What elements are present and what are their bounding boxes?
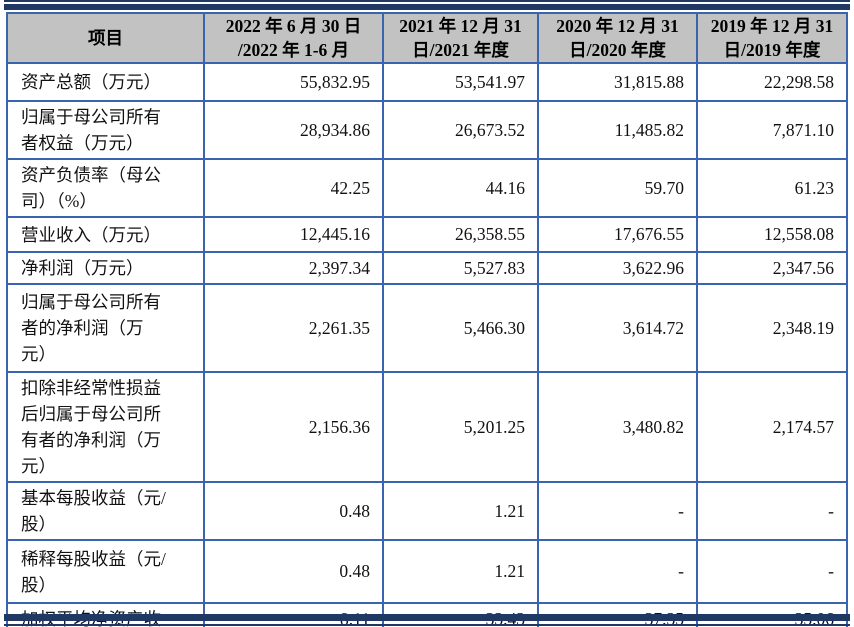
value-cell: 22,298.58 [696,62,848,102]
value-cell: 5,527.83 [382,251,539,285]
value-cell: 55,832.95 [203,62,384,102]
value-cell: 61.23 [696,158,848,218]
row-label: 基本每股收益（元/ 股） [6,481,205,541]
table-row: 资产负债率（母公 司）（%） 42.25 44.16 59.70 61.23 [6,158,848,218]
value-cell: - [696,539,848,604]
table-row: 稀释每股收益（元/ 股） 0.48 1.21 - - [6,539,848,604]
financial-summary-table-grid: 项目 2022 年 6 月 30 日 /2022 年 1-6 月 2021 年 … [6,12,848,627]
column-header-item: 项目 [6,12,205,64]
column-header-2020: 2020 年 12 月 31 日/2020 年度 [537,12,698,64]
value-cell: 53,541.97 [382,62,539,102]
row-label: 归属于母公司所有 者权益（万元） [6,100,205,160]
row-label: 净利润（万元） [6,251,205,285]
row-label: 资产负债率（母公 司）（%） [6,158,205,218]
value-cell: - [696,481,848,541]
table-row: 营业收入（万元） 12,445.16 26,358.55 17,676.55 1… [6,216,848,253]
value-cell: - [537,481,698,541]
row-label: 营业收入（万元） [6,216,205,253]
value-cell: 3,614.72 [537,283,698,373]
value-cell: 2,261.35 [203,283,384,373]
table-row: 归属于母公司所有 者权益（万元） 28,934.86 26,673.52 11,… [6,100,848,160]
value-cell: 2,347.56 [696,251,848,285]
top-rule-thin [4,0,850,2]
value-cell: 5,201.25 [382,371,539,483]
column-header-2019: 2019 年 12 月 31 日/2019 年度 [696,12,848,64]
column-header-2022h1: 2022 年 6 月 30 日 /2022 年 1-6 月 [203,12,384,64]
value-cell: 5,466.30 [382,283,539,373]
value-cell: 3,622.96 [537,251,698,285]
value-cell: 11,485.82 [537,100,698,160]
value-cell: 2,174.57 [696,371,848,483]
bottom-rule-thick [4,614,850,621]
value-cell: 1.21 [382,481,539,541]
row-label: 扣除非经常性损益 后归属于母公司所 有者的净利润（万 元） [6,371,205,483]
value-cell: 0.48 [203,539,384,604]
value-cell: 2,348.19 [696,283,848,373]
value-cell: 31,815.88 [537,62,698,102]
value-cell: 1.21 [382,539,539,604]
row-label: 资产总额（万元） [6,62,205,102]
value-cell: - [537,539,698,604]
row-label: 归属于母公司所有 者的净利润（万 元） [6,283,205,373]
value-cell: 28,934.86 [203,100,384,160]
header-row: 项目 2022 年 6 月 30 日 /2022 年 1-6 月 2021 年 … [6,12,848,64]
financial-summary-table: 项目 2022 年 6 月 30 日 /2022 年 1-6 月 2021 年 … [6,12,848,627]
value-cell: 59.70 [537,158,698,218]
value-cell: 17,676.55 [537,216,698,253]
value-cell: 0.48 [203,481,384,541]
value-cell: 12,558.08 [696,216,848,253]
table-row: 基本每股收益（元/ 股） 0.48 1.21 - - [6,481,848,541]
value-cell: 12,445.16 [203,216,384,253]
value-cell: 42.25 [203,158,384,218]
table-row: 资产总额（万元） 55,832.95 53,541.97 31,815.88 2… [6,62,848,102]
value-cell: 26,673.52 [382,100,539,160]
table-row: 扣除非经常性损益 后归属于母公司所 有者的净利润（万 元） 2,156.36 5… [6,371,848,483]
top-rule-thick [4,4,850,10]
bottom-rule-thin [4,624,850,626]
value-cell: 3,480.82 [537,371,698,483]
value-cell: 44.16 [382,158,539,218]
value-cell: 7,871.10 [696,100,848,160]
table-row: 归属于母公司所有 者的净利润（万 元） 2,261.35 5,466.30 3,… [6,283,848,373]
value-cell: 2,156.36 [203,371,384,483]
value-cell: 26,358.55 [382,216,539,253]
column-header-2021: 2021 年 12 月 31 日/2021 年度 [382,12,539,64]
value-cell: 2,397.34 [203,251,384,285]
table-row: 净利润（万元） 2,397.34 5,527.83 3,622.96 2,347… [6,251,848,285]
row-label: 稀释每股收益（元/ 股） [6,539,205,604]
